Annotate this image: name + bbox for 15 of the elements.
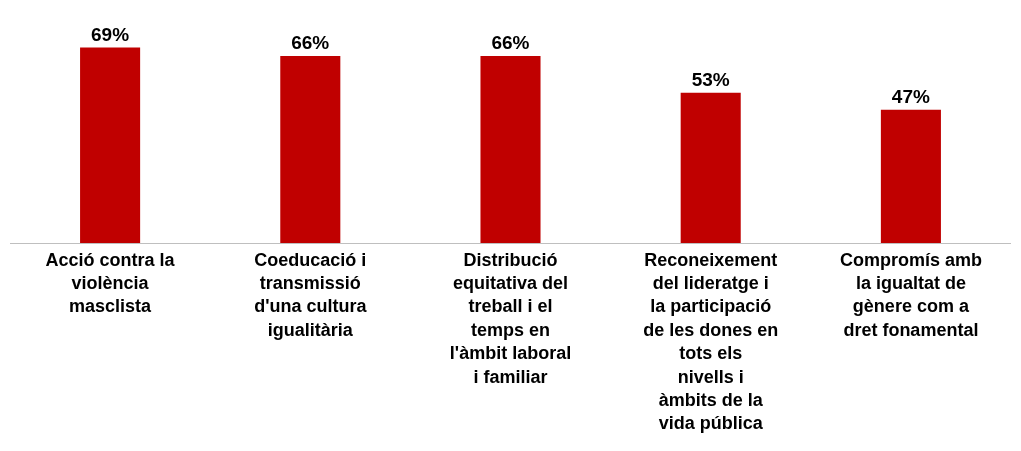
x-tick-label: Compromís amb la igualtat de gènere com a dret fonamental: [839, 249, 982, 340]
data-label: 69%: [91, 23, 130, 45]
x-tick-label: Coeducació i transmissió d'una cultura igualitària: [254, 249, 368, 340]
bar: [880, 109, 941, 243]
x-tick-label: Acció contra la violència masclista: [45, 249, 176, 317]
x-tick-label: Reconeixement del lideratge i la participació de les dones en tots els nivells i àmbits de la vida pública: [643, 249, 779, 434]
bar: [280, 56, 341, 243]
bar: [480, 56, 541, 243]
data-label: 53%: [691, 68, 730, 90]
bar: [680, 92, 741, 243]
data-label: 47%: [891, 85, 930, 107]
data-label: 66%: [491, 32, 530, 54]
bar: [80, 47, 141, 243]
x-tick-label: Distribució equitativa del treball i el temps en l'àmbit laboral i familiar: [449, 249, 572, 387]
data-label: 66%: [291, 32, 330, 54]
